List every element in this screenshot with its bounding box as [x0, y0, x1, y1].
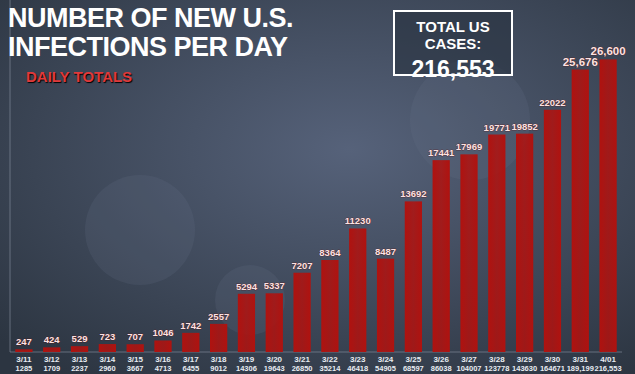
data-label: 247 [16, 336, 32, 347]
x-tick-label: 3/12 [44, 355, 60, 364]
data-label: 17969 [456, 141, 482, 152]
x-tick-label: 3/27 [461, 355, 477, 364]
annotation: TOTAL US CASES: [395, 18, 511, 52]
data-label: 7207 [292, 260, 313, 271]
x-tick-label: 3/26 [433, 355, 449, 364]
bar [377, 259, 394, 352]
x-tick-label: 3/14 [100, 355, 116, 364]
x-tick-label: 4/01 [600, 355, 616, 364]
data-label: 17441 [428, 147, 455, 158]
data-label: 13692 [400, 188, 426, 199]
cumulative-total: 35214 [319, 364, 341, 373]
decoration [85, 175, 195, 285]
x-tick-label: 3/22 [322, 355, 338, 364]
data-label: 707 [127, 331, 143, 342]
bar [516, 134, 533, 352]
cumulative-total: 2237 [71, 364, 88, 373]
cumulative-total: 123778 [484, 364, 509, 373]
data-label: 424 [44, 334, 61, 345]
x-tick-label: 3/28 [489, 355, 505, 364]
bar [210, 324, 227, 352]
labels: 247 3/111285 424 3/121709 529 3/132237 723 3/14… [16, 45, 626, 373]
bar [154, 340, 171, 352]
cumulative-total: 14306 [236, 364, 257, 373]
x-tick-label: 3/15 [127, 355, 143, 364]
data-label: 1742 [180, 320, 201, 331]
annotation: 216,553 [395, 56, 511, 83]
data-label: 22022 [539, 97, 565, 108]
cumulative-total: 216,553 [595, 364, 622, 373]
x-tick-label: 3/23 [350, 355, 366, 364]
bar [71, 346, 88, 352]
data-label: 2557 [208, 311, 229, 322]
x-tick-label: 3/13 [72, 355, 88, 364]
bar [544, 110, 561, 352]
cumulative-total: 164671 [540, 364, 565, 373]
data-label: 5294 [236, 281, 258, 292]
x-tick-label: 3/20 [266, 355, 282, 364]
bar [433, 160, 450, 352]
data-label: 723 [99, 331, 115, 342]
cumulative-total: 2960 [99, 364, 116, 373]
data-label: 1046 [152, 327, 173, 338]
bar [572, 70, 589, 352]
background [0, 0, 635, 374]
cumulative-total: 4713 [155, 364, 172, 373]
cumulative-total: 86038 [431, 364, 452, 373]
cumulative-total: 9012 [210, 364, 227, 373]
data-label: 8364 [319, 247, 341, 258]
bar [266, 293, 283, 352]
bar [182, 333, 199, 352]
x-tick-label: 3/11 [16, 355, 32, 364]
bar [238, 294, 255, 352]
x-tick-label: 3/25 [406, 355, 422, 364]
title: NUMBER OF NEW U.S. INFECTIONS PER DAY [8, 4, 368, 62]
x-tick-label: 3/24 [378, 355, 394, 364]
x-tick-label: 3/29 [517, 355, 533, 364]
cumulative-total: 1709 [43, 364, 60, 373]
chart-root: 247 3/111285 424 3/121709 529 3/132237 723 3/14… [0, 0, 635, 374]
bar [349, 228, 366, 352]
x-tick-label: 3/31 [572, 355, 588, 364]
cumulative-total: 68597 [403, 364, 424, 373]
bar [127, 344, 144, 352]
x-tick-label: 3/18 [211, 355, 227, 364]
cumulative-total: 26850 [292, 364, 313, 373]
cumulative-total: 54905 [375, 364, 396, 373]
bar [43, 347, 60, 352]
x-tick-label: 3/17 [183, 355, 199, 364]
data-label: 19771 [484, 122, 511, 133]
subtitle: DAILY TOTALS [26, 68, 132, 85]
data-label: 8487 [375, 246, 396, 257]
bar [405, 201, 422, 352]
bar [321, 260, 338, 352]
data-label: 5337 [264, 280, 285, 291]
cumulative-total: 19643 [264, 364, 285, 373]
cumulative-total: 46418 [347, 364, 368, 373]
x-tick-label: 3/21 [294, 355, 310, 364]
data-label: 11230 [345, 215, 371, 226]
cumulative-total: 143630 [512, 364, 537, 373]
bar [15, 349, 32, 352]
x-tick-label: 3/30 [545, 355, 561, 364]
cumulative-total: 6455 [182, 364, 199, 373]
x-tick-label: 3/16 [155, 355, 171, 364]
bar [460, 154, 477, 352]
cumulative-total: 1285 [16, 364, 33, 373]
bar [599, 59, 616, 352]
cumulative-total: 104007 [456, 364, 481, 373]
cumulative-total: 3667 [127, 364, 144, 373]
bar [99, 344, 116, 352]
data-label: 26,600 [590, 45, 625, 57]
cumulative-total: 189,199 [567, 364, 594, 373]
bars [15, 59, 616, 352]
data-label: 529 [72, 333, 88, 344]
bar [488, 135, 505, 352]
data-label: 19852 [511, 121, 537, 132]
x-tick-label: 3/19 [239, 355, 255, 364]
bar [293, 273, 310, 352]
total-box: TOTAL US CASES:216,553 [393, 10, 513, 76]
